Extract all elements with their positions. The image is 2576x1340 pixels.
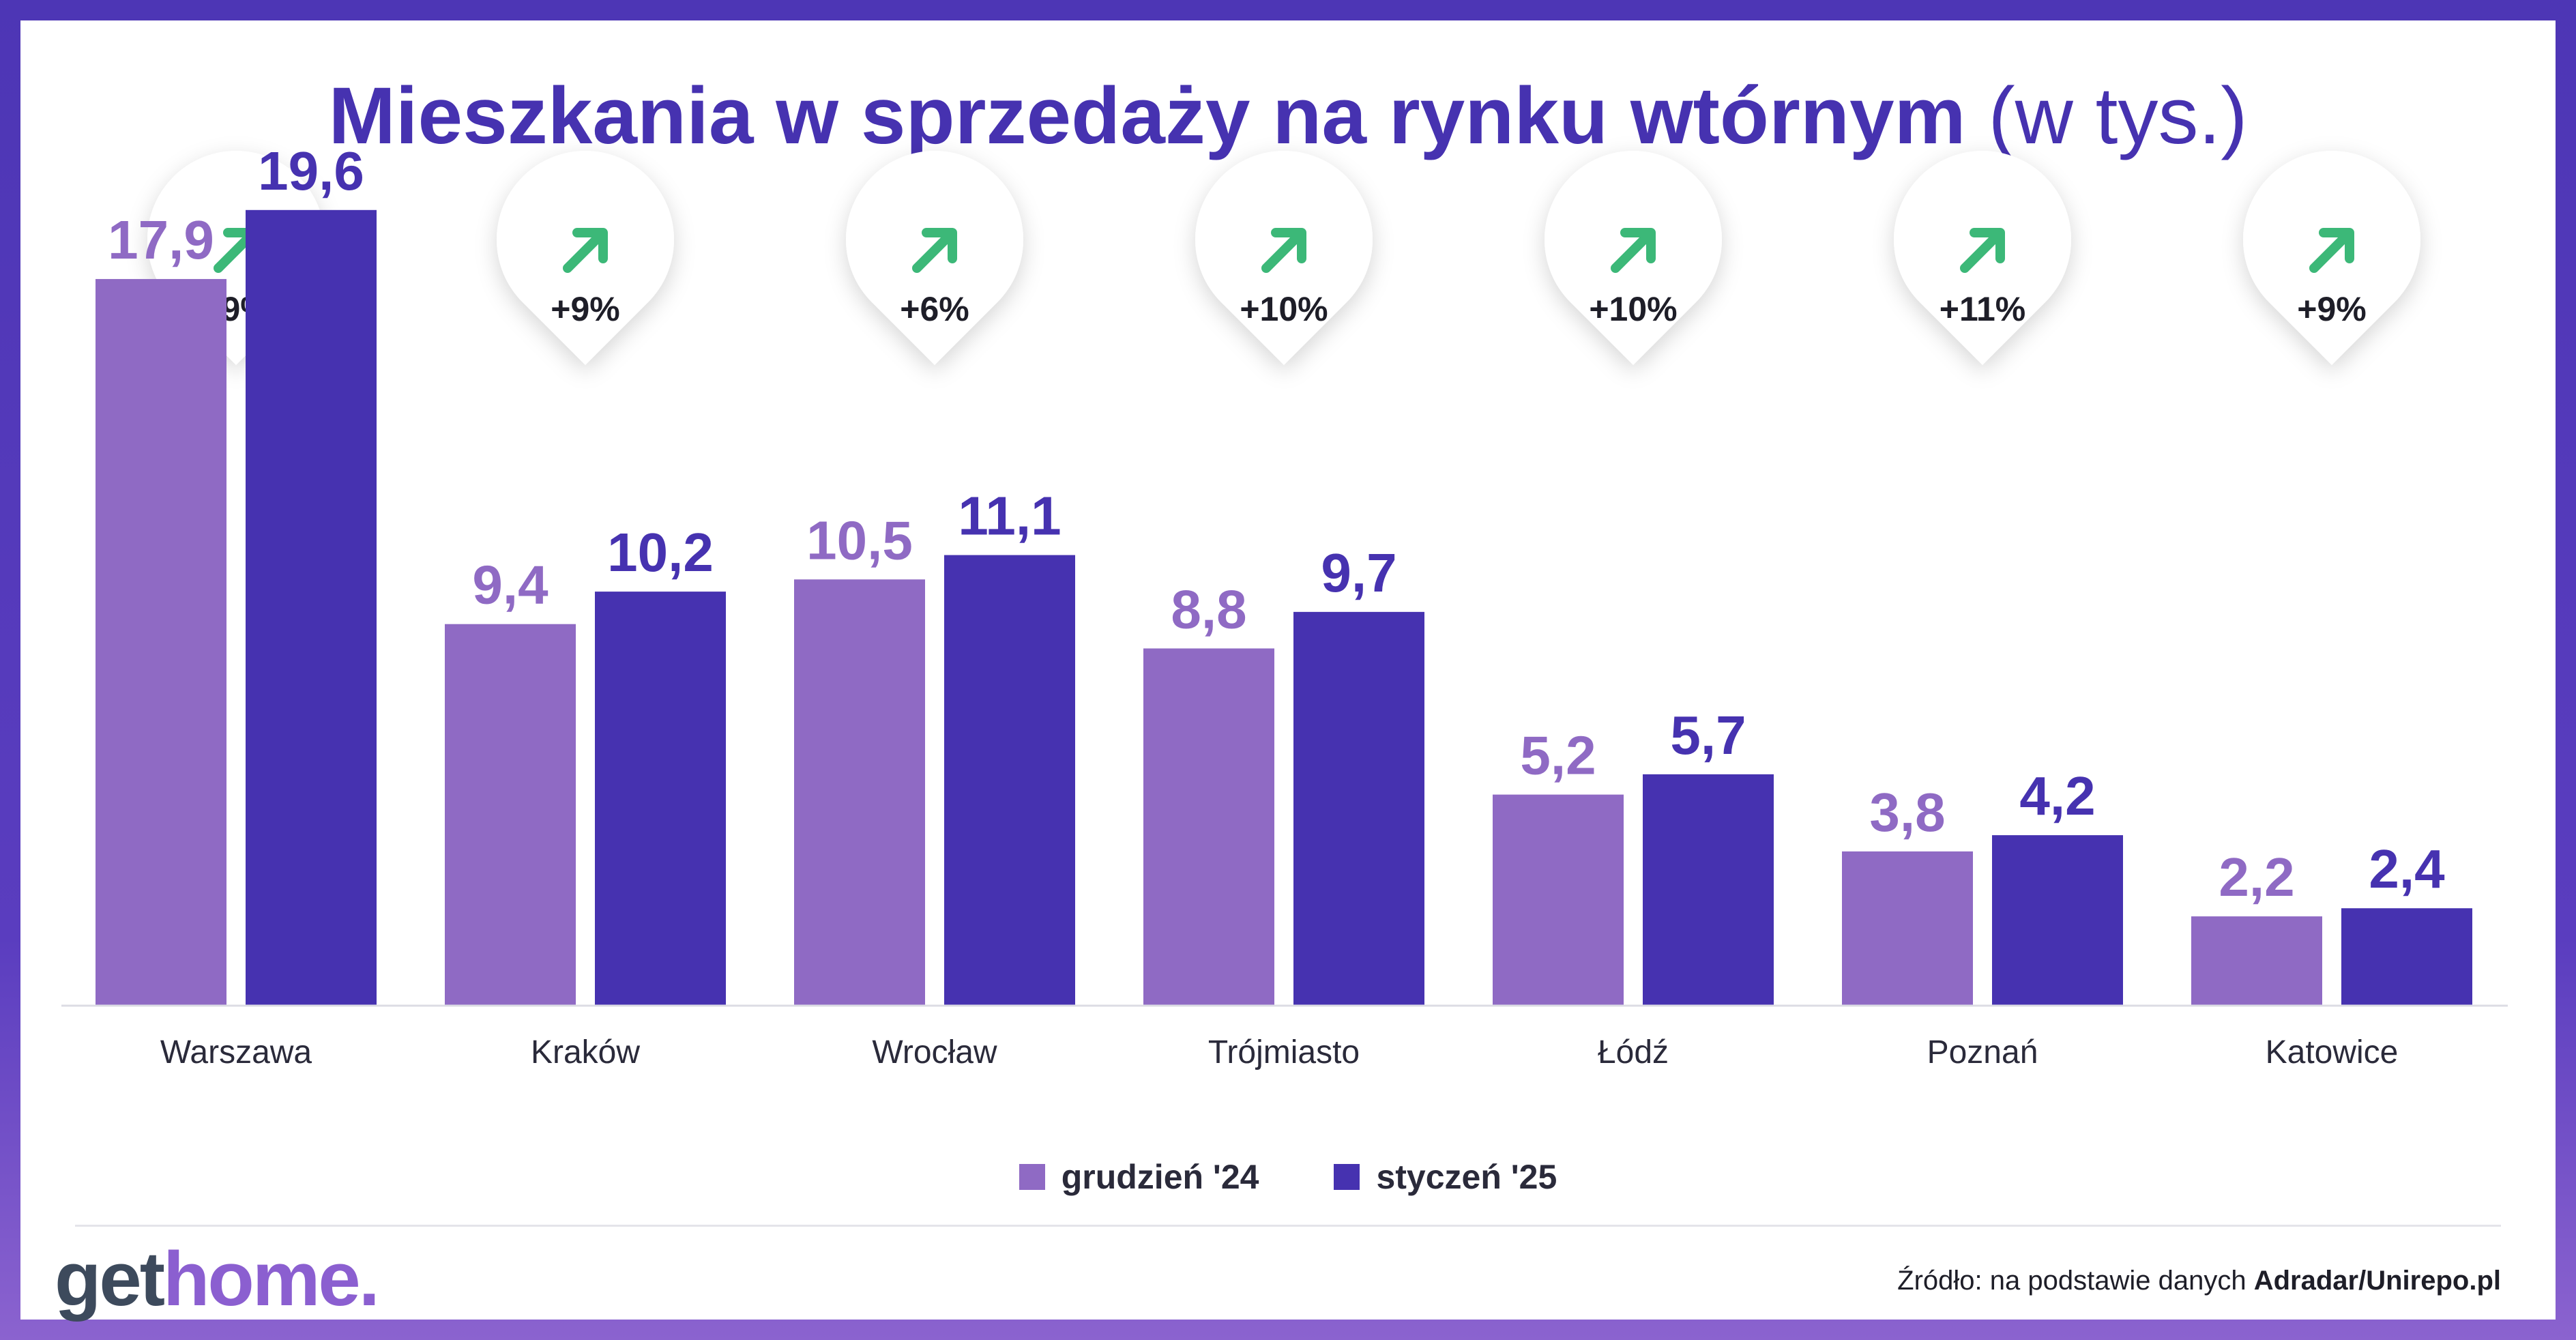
- bar-january: [1293, 611, 1424, 1006]
- change-label: +10%: [1240, 290, 1328, 328]
- bar-december: [445, 624, 576, 1006]
- data-label-january: 5,7: [1670, 705, 1746, 766]
- change-badge: +9%: [497, 151, 674, 366]
- change-label: +9%: [2297, 290, 2366, 328]
- data-label-december: 10,5: [806, 510, 913, 570]
- legend: grudzień '24 styczeń '25: [20, 1153, 2556, 1201]
- badge-shape: [846, 151, 1023, 366]
- arrow-up-right-icon: [563, 228, 608, 273]
- arrow-up-right-icon: [2309, 228, 2354, 273]
- infographic-card: Mieszkania w sprzedaży na rynku wtórnym …: [20, 20, 2556, 1323]
- data-label-january: 11,1: [958, 486, 1061, 547]
- x-tick-label: Poznań: [1927, 1034, 2038, 1070]
- chart-title: Mieszkania w sprzedaży na rynku wtórnym …: [20, 68, 2556, 164]
- bar-december: [2191, 916, 2322, 1006]
- bar-january: [944, 555, 1075, 1006]
- footer-divider: [75, 1225, 2501, 1227]
- data-label-january: 9,7: [1321, 542, 1396, 603]
- bar-december: [794, 579, 925, 1006]
- change-badge: +10%: [1195, 151, 1373, 366]
- legend-label-december: grudzień '24: [1061, 1158, 1259, 1196]
- data-label-december: 5,2: [1520, 725, 1596, 786]
- legend-item-december: grudzień '24: [1019, 1157, 1259, 1197]
- badge-shape: [497, 151, 674, 366]
- x-tick-label: Wrocław: [872, 1034, 997, 1070]
- bar-chart: +9% +9% +6% +10% +10% +11% +9% 17,919,6Warszaw…: [61, 141, 2508, 1070]
- bar-january: [246, 209, 377, 1006]
- source-name: Adradar/Unirepo.pl: [2253, 1266, 2501, 1296]
- data-label-december: 2,2: [2219, 847, 2294, 907]
- arrow-up-right-icon: [1611, 228, 1656, 273]
- bar-december: [1842, 851, 1973, 1006]
- x-tick-label: Łódź: [1598, 1034, 1669, 1070]
- arrow-up-right-icon: [1960, 228, 2005, 273]
- x-tick-label: Katowice: [2266, 1034, 2399, 1070]
- source-prefix: Źródło: na podstawie danych: [1897, 1266, 2246, 1296]
- change-label: +6%: [900, 290, 969, 328]
- bar-december: [1143, 648, 1274, 1006]
- badge-shape: [1545, 151, 1722, 366]
- change-label: +9%: [551, 290, 619, 328]
- badge-shape: [2243, 151, 2420, 366]
- change-label: +11%: [1940, 290, 2026, 328]
- data-label-december: 8,8: [1171, 579, 1246, 639]
- logo-part-home: home.: [163, 1236, 380, 1322]
- arrow-up-right-icon: [912, 228, 957, 273]
- chart-title-main: Mieszkania w sprzedaży na rynku wtórnym: [328, 71, 1966, 161]
- badge-shape: [1894, 151, 2071, 366]
- bar-january: [1643, 774, 1774, 1006]
- data-label-january: 19,6: [258, 141, 364, 201]
- data-label-december: 3,8: [1869, 782, 1945, 843]
- legend-swatch-december: [1019, 1164, 1045, 1190]
- logo-part-get: get: [55, 1236, 165, 1322]
- badge-shape: [1195, 151, 1373, 366]
- change-badge: +9%: [2243, 151, 2420, 366]
- data-label-january: 4,2: [2019, 766, 2095, 826]
- x-tick-label: Trójmiasto: [1208, 1034, 1360, 1070]
- source-note: Źródło: na podstawie danych Adradar/Unir…: [1897, 1266, 2501, 1296]
- bar-december: [1493, 794, 1624, 1006]
- arrow-up-right-icon: [1261, 228, 1306, 273]
- x-tick-label: Warszawa: [160, 1034, 312, 1070]
- bar-january: [595, 592, 726, 1006]
- bar-january: [1992, 835, 2123, 1006]
- change-badge: +10%: [1545, 151, 1722, 366]
- data-label-january: 2,4: [2369, 839, 2445, 899]
- change-badge: +6%: [846, 151, 1023, 366]
- data-label-january: 10,2: [607, 522, 714, 583]
- data-label-december: 17,9: [108, 209, 214, 270]
- legend-label-january: styczeń '25: [1376, 1158, 1557, 1196]
- gethome-logo: gethome.: [55, 1235, 380, 1323]
- change-badge: +11%: [1894, 151, 2071, 366]
- legend-swatch-january: [1334, 1164, 1360, 1190]
- x-tick-label: Kraków: [531, 1034, 640, 1070]
- change-label: +10%: [1589, 290, 1677, 328]
- bar-december: [96, 278, 226, 1006]
- data-label-december: 9,4: [472, 555, 548, 615]
- chart-title-unit: (w tys.): [1988, 71, 2248, 161]
- bar-january: [2341, 908, 2472, 1006]
- legend-item-january: styczeń '25: [1334, 1157, 1557, 1197]
